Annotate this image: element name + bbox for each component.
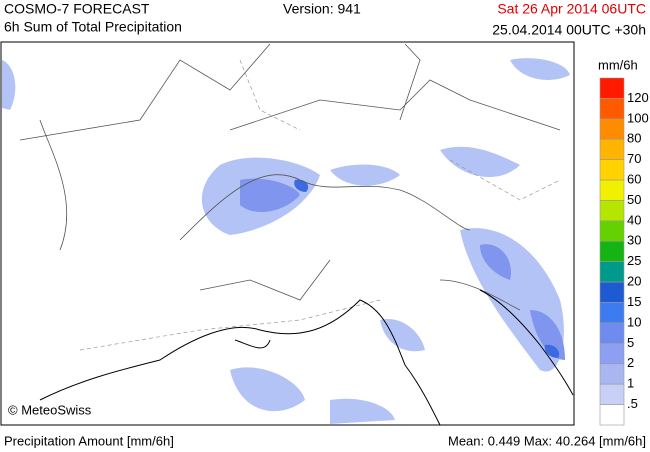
map: © MeteoSwiss (0, 41, 575, 426)
credit-box (4, 402, 100, 420)
legend-label: 5 (627, 335, 634, 350)
legend-label: 40 (627, 212, 641, 227)
legend-swatch (599, 261, 625, 283)
legend-label: 120 (627, 90, 649, 105)
legend-swatch (599, 281, 625, 303)
legend-label: 80 (627, 131, 641, 146)
legend-swatch (599, 200, 625, 222)
legend-swatch (599, 179, 625, 201)
legend-label: 25 (627, 253, 641, 268)
legend-swatch (599, 159, 625, 181)
legend-label: 60 (627, 171, 641, 186)
run-time: 25.04.2014 00UTC +30h (492, 22, 646, 38)
legend-label: 1 (627, 376, 634, 391)
legend-swatch (599, 138, 625, 160)
legend-label: 70 (627, 151, 641, 166)
legend-swatch (599, 322, 625, 344)
footer-stats: Mean: 0.449 Max: 40.264 [mm/6h] (448, 433, 646, 448)
legend: 120 100 80 70 60 50 40 30 25 20 15 10 5 2 1 .5 (599, 77, 649, 426)
legend-label: 10 (627, 314, 641, 329)
legend-swatch (599, 383, 625, 405)
legend-label: .5 (627, 396, 638, 411)
coastline (39, 289, 574, 426)
legend-label: 15 (627, 294, 641, 309)
legend-swatch (599, 404, 625, 426)
borders (19, 43, 561, 351)
legend-swatch (599, 302, 625, 324)
legend-label: 2 (627, 355, 634, 370)
credit: © MeteoSwiss (8, 402, 92, 417)
legend-label: 50 (627, 192, 641, 207)
legend-swatch (599, 118, 625, 140)
title: COSMO-7 FORECAST (4, 1, 150, 17)
legend-label: 20 (627, 274, 641, 289)
legend-label: 30 (627, 233, 641, 248)
footer-left: Precipitation Amount [mm/6h] (4, 433, 174, 448)
subtitle: 6h Sum of Total Precipitation (4, 19, 182, 35)
legend-swatch (599, 77, 625, 99)
legend-swatch (599, 240, 625, 263)
legend-swatch (599, 98, 625, 120)
precipitation (2, 58, 570, 424)
legend-unit: mm/6h (598, 57, 638, 72)
version: Version: 941 (283, 1, 361, 17)
legend-swatch (599, 363, 625, 385)
valid-time: Sat 26 Apr 2014 06UTC (497, 1, 646, 17)
legend-label: 100 (627, 110, 649, 125)
legend-swatch (599, 343, 625, 365)
legend-swatch (599, 220, 625, 242)
